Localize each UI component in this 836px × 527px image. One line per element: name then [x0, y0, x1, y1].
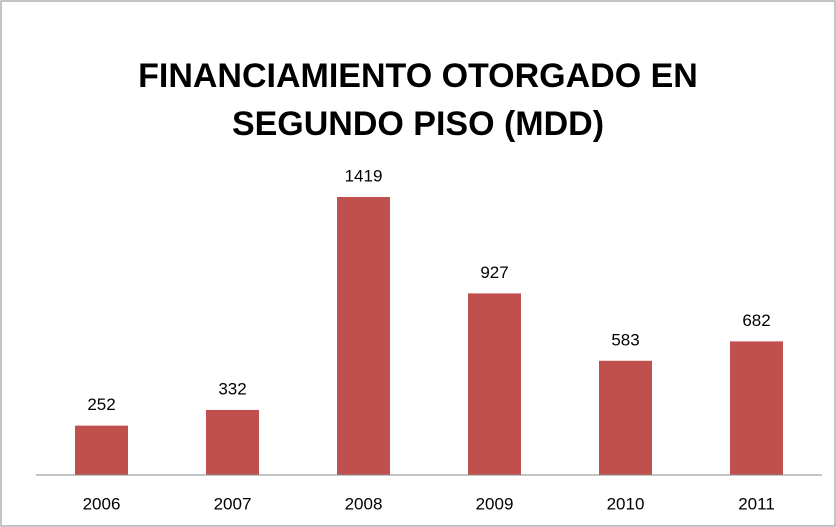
data-label: 332: [218, 379, 246, 398]
bar: [468, 293, 521, 475]
x-tick-label: 2010: [607, 494, 645, 513]
chart-title: SEGUNDO PISO (MDD): [232, 105, 604, 143]
x-tick-label: 2008: [345, 494, 383, 513]
data-label: 583: [611, 330, 639, 349]
x-tick-label: 2011: [738, 494, 775, 513]
data-label: 682: [742, 311, 770, 330]
x-tick-label: 2007: [214, 494, 252, 513]
bar: [206, 409, 259, 475]
data-label: 927: [480, 263, 508, 282]
x-tick-label: 2009: [476, 494, 514, 513]
data-label: 252: [87, 395, 115, 414]
bar: [337, 197, 390, 475]
x-tick-label: 2006: [83, 494, 121, 513]
bar: [730, 341, 783, 475]
bar: [75, 425, 128, 475]
bar: [599, 360, 652, 475]
data-label: 1419: [345, 166, 383, 185]
chart-title: FINANCIAMIENTO OTORGADO EN: [138, 57, 698, 95]
